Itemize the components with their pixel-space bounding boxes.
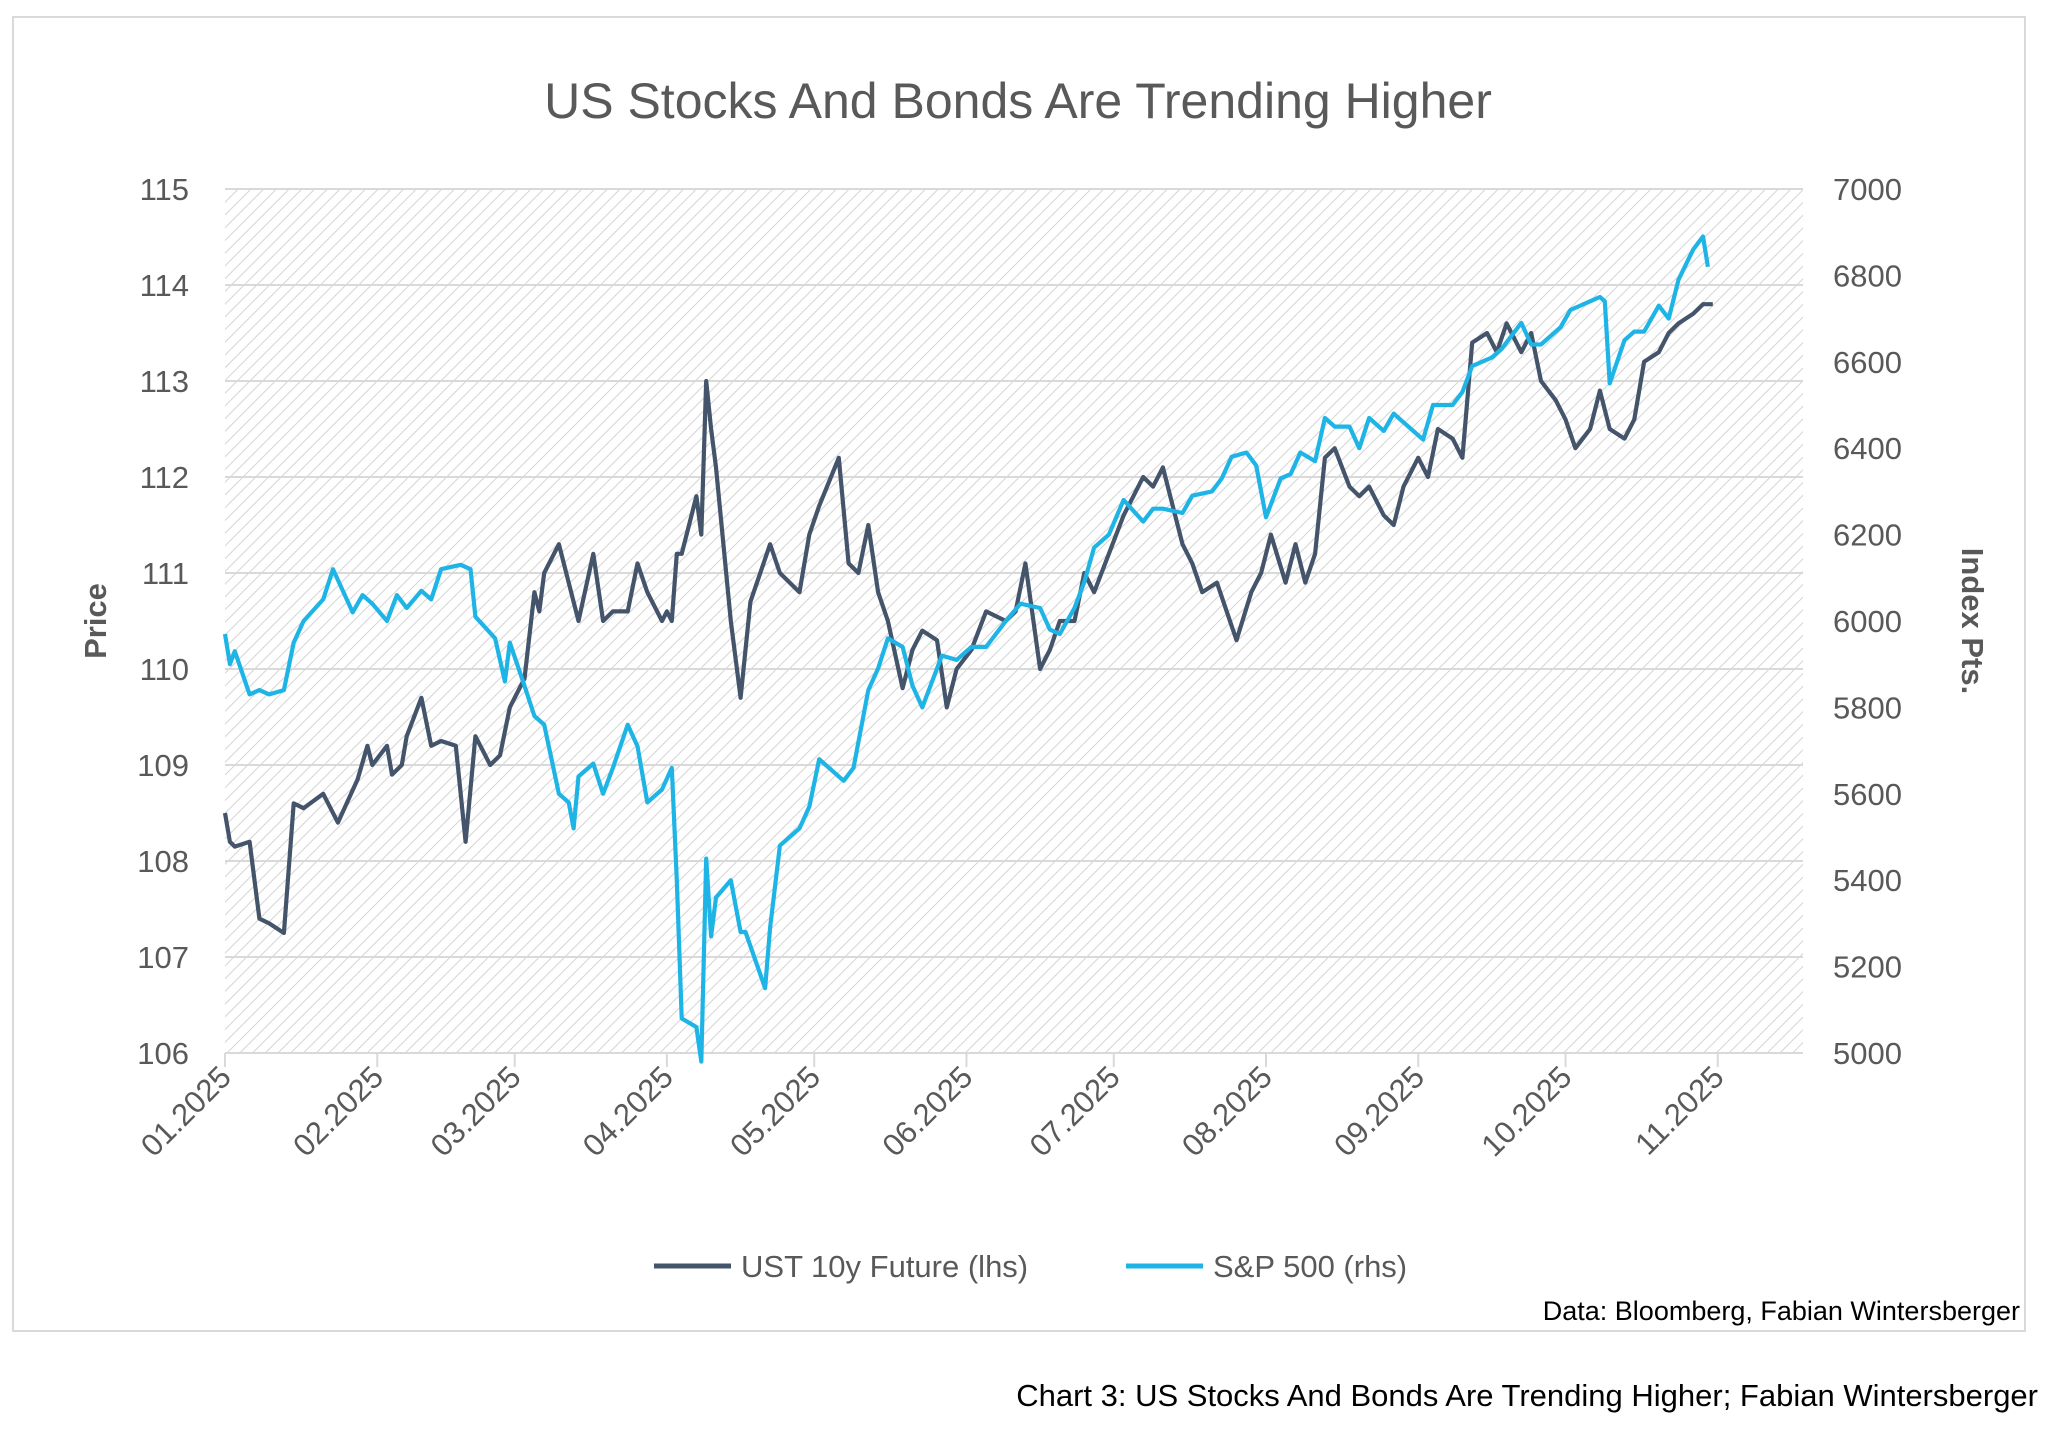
sp500-line bbox=[222, 234, 1710, 1064]
y-right-tick-label: 5800 bbox=[1833, 690, 1902, 725]
x-tick-label: 10.2025 bbox=[1474, 1059, 1578, 1163]
y-left-tick-label: 113 bbox=[140, 364, 189, 399]
x-tick-label: 08.2025 bbox=[1175, 1059, 1279, 1163]
y-right-tick-label: 6600 bbox=[1833, 345, 1902, 380]
y-axis-right-title: Index Pts. bbox=[1955, 548, 1990, 694]
x-tick-label: 07.2025 bbox=[1023, 1059, 1127, 1163]
plot-area bbox=[225, 189, 1803, 1053]
y-axis-left-title: Price bbox=[78, 583, 113, 659]
x-tick-label: 09.2025 bbox=[1327, 1059, 1431, 1163]
y-right-tick-label: 6200 bbox=[1833, 518, 1902, 553]
x-axis-labels: 01.2025 02.2025 03.2025 04.2025 05.2025 06.20… bbox=[134, 1059, 1731, 1163]
y-right-tick-label: 5400 bbox=[1833, 863, 1902, 898]
y-right-tick-label: 5600 bbox=[1833, 777, 1902, 812]
x-tick-label: 04.2025 bbox=[576, 1059, 680, 1163]
legend: UST 10y Future (lhs) S&P 500 (rhs) bbox=[654, 1249, 1407, 1284]
y-right-tick-label: 6800 bbox=[1833, 258, 1902, 293]
x-tick-label: 11.2025 bbox=[1628, 1059, 1730, 1161]
y-left-tick-label: 114 bbox=[140, 268, 189, 303]
y-left-tick-label: 112 bbox=[140, 460, 189, 495]
y-left-tick-label: 111 bbox=[142, 556, 189, 591]
series-lines bbox=[222, 234, 1713, 1064]
x-tick-label: 05.2025 bbox=[723, 1059, 827, 1163]
y-axis-right-ticks: 5000 5200 5400 5600 5800 6000 6200 6400 6600 6800… bbox=[1833, 172, 1902, 1071]
y-right-tick-label: 5000 bbox=[1833, 1036, 1902, 1071]
figure-caption: Chart 3: US Stocks And Bonds Are Trendin… bbox=[1016, 1378, 2038, 1413]
y-right-tick-label: 7000 bbox=[1833, 172, 1902, 207]
ust-10y-future-line bbox=[222, 302, 1713, 936]
y-left-tick-label: 108 bbox=[137, 844, 189, 879]
legend-label-spx: S&P 500 (rhs) bbox=[1213, 1249, 1407, 1284]
x-axis-ticks bbox=[224, 1053, 1719, 1067]
y-axis-left-ticks: 106 107 108 109 110 111 112 113 114 115 bbox=[137, 172, 189, 1071]
legend-label-ust: UST 10y Future (lhs) bbox=[741, 1249, 1028, 1284]
y-right-tick-label: 5200 bbox=[1833, 950, 1902, 985]
x-tick-label: 01.2025 bbox=[134, 1059, 238, 1163]
y-left-tick-label: 110 bbox=[140, 652, 189, 687]
x-tick-label: 02.2025 bbox=[286, 1059, 390, 1163]
spx-series bbox=[222, 234, 1710, 1064]
y-left-tick-label: 107 bbox=[137, 940, 189, 975]
y-right-tick-label: 6400 bbox=[1833, 431, 1902, 466]
ust-series bbox=[222, 302, 1713, 936]
chart-svg: US Stocks And Bonds Are Trending Higher … bbox=[78, 73, 2020, 1326]
source-note: Data: Bloomberg, Fabian Wintersberger bbox=[1543, 1296, 2020, 1326]
x-tick-label: 03.2025 bbox=[424, 1059, 528, 1163]
gridlines bbox=[225, 188, 1803, 1054]
y-left-tick-label: 109 bbox=[137, 748, 189, 783]
chart-frame: US Stocks And Bonds Are Trending Higher … bbox=[12, 16, 2026, 1332]
y-right-tick-label: 6000 bbox=[1833, 604, 1902, 639]
y-left-tick-label: 106 bbox=[137, 1036, 189, 1071]
x-tick-label: 06.2025 bbox=[875, 1059, 979, 1163]
chart-title: US Stocks And Bonds Are Trending Higher bbox=[544, 73, 1492, 129]
y-left-tick-label: 115 bbox=[140, 172, 189, 207]
